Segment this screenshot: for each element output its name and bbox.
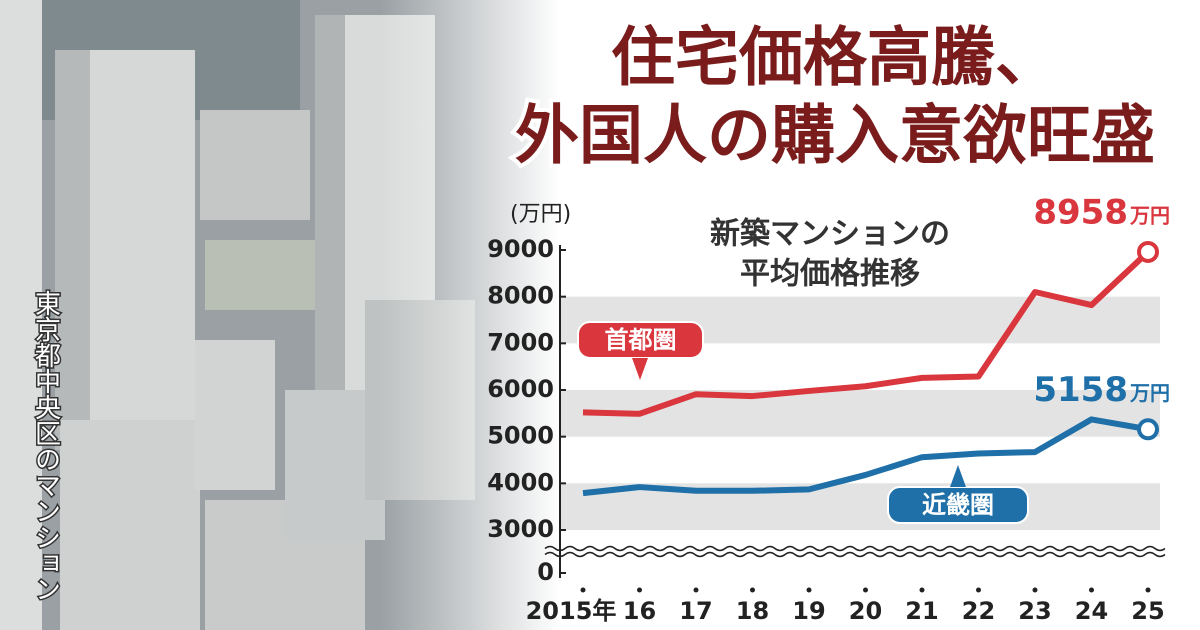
- y-tick-label: 8000: [487, 282, 554, 310]
- x-tick-label: 21: [905, 597, 938, 625]
- x-tick-label: 19: [792, 597, 825, 625]
- y-axis-label: (万円): [510, 202, 571, 227]
- legend-label: 近畿圏: [922, 491, 994, 519]
- chart-title: 平均価格推移: [740, 257, 920, 292]
- x-tick-label: 18: [736, 597, 769, 625]
- x-tick-dot: [750, 587, 755, 593]
- value-label-unit: 万円: [1129, 381, 1170, 405]
- y-tick-label: 4000: [487, 468, 554, 496]
- y-tick-label: 0: [537, 558, 554, 586]
- legend-pointer: [632, 358, 648, 380]
- grid-band: [560, 390, 1160, 437]
- x-tick-label: 16: [623, 597, 656, 625]
- y-tick-label: 9000: [487, 235, 554, 263]
- value-label-unit: 万円: [1129, 203, 1170, 227]
- x-tick-dot: [919, 587, 925, 593]
- x-tick-dot: [1032, 587, 1038, 593]
- axis-break: [544, 545, 1166, 552]
- x-tick-dot: [693, 587, 699, 593]
- x-tick-label: 25: [1131, 597, 1164, 625]
- chart-title: 新築マンションの: [710, 217, 950, 252]
- x-tick-label: 22: [962, 597, 995, 625]
- y-tick-label: 3000: [487, 515, 554, 543]
- x-tick-label: 24: [1075, 597, 1108, 625]
- x-tick-dot: [1089, 587, 1094, 593]
- y-tick-label: 6000: [487, 375, 554, 403]
- x-tick-label: 2015年: [526, 597, 617, 625]
- value-label: 8958: [1033, 192, 1128, 232]
- x-tick-dot: [580, 587, 586, 593]
- axis-break: [544, 551, 1166, 558]
- x-tick-dot: [976, 587, 981, 593]
- x-tick-label: 20: [849, 597, 882, 625]
- title-line: 住宅価格高騰、: [611, 22, 1059, 96]
- x-tick-dot: [1145, 587, 1151, 593]
- legend-label: 首都圏: [605, 326, 677, 354]
- plot: 0 3000 4000 5000 6000 7000 8000 9000 2015年 16 17 18…: [487, 192, 1170, 625]
- series-line: [582, 249, 1151, 417]
- x-tick-dot: [806, 587, 812, 593]
- x-tick-label: 23: [1018, 597, 1051, 625]
- photo: [0, 0, 560, 630]
- x-tick-dot: [863, 587, 868, 593]
- y-tick-label: 5000: [487, 422, 554, 450]
- y-tick-label: 7000: [487, 328, 554, 356]
- photo-caption: 東京都中央区のマンション: [31, 290, 61, 602]
- x-tick-label: 17: [679, 597, 712, 625]
- title-line: 外国人の購入意欲旺盛: [515, 100, 1155, 174]
- legend-pointer: [950, 465, 966, 487]
- end-point: [1137, 240, 1159, 263]
- end-point: [1137, 418, 1159, 441]
- value-label: 5158: [1033, 370, 1128, 410]
- x-tick-dot: [637, 587, 642, 593]
- series-line: [582, 416, 1149, 497]
